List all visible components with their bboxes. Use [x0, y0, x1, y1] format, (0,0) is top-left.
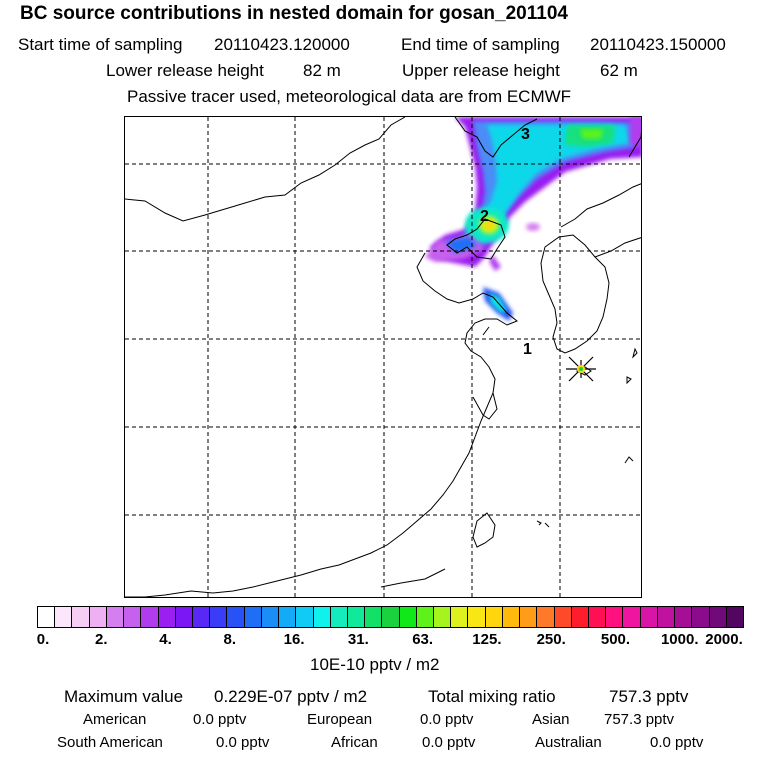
total-mixing-label: Total mixing ratio: [428, 687, 556, 706]
colorbar-tick-label: 2.: [95, 631, 108, 648]
colorbar-segment: [656, 607, 675, 627]
total-mixing-value: 757.3 pptv: [609, 687, 689, 706]
end-time-value: 20110423.150000: [590, 35, 726, 54]
station-star-marker: [566, 356, 596, 382]
upper-release-label: Upper release height: [402, 61, 560, 80]
max-value-label: Maximum value: [64, 687, 184, 706]
region-name-south-american: South American: [57, 734, 163, 751]
colorbar-segment: [519, 607, 537, 627]
colorbar-tick-label: 500.: [600, 631, 631, 648]
marker-label-2: 2: [480, 208, 489, 225]
colorbar-tick-label: 125.: [472, 631, 502, 648]
colorbar-segment: [708, 607, 726, 627]
map-canvas: 1 2 3: [125, 117, 641, 597]
region-value-asian: 757.3 pptv: [604, 711, 675, 728]
colorbar-segment: [398, 607, 416, 627]
colorbar-segment: [346, 607, 365, 627]
lower-release-label: Lower release height: [106, 61, 264, 80]
colorbar-segment: [71, 607, 89, 627]
lat-lon-grid: [125, 117, 641, 597]
colorbar-segment: [467, 607, 485, 627]
start-time-label: Start time of sampling: [18, 35, 183, 54]
colorbar-segment: [157, 607, 175, 627]
colorbar-tick-label: 31.: [347, 631, 369, 648]
colorbar-segment: [725, 607, 743, 627]
max-value: 0.229E-07 pptv / m2: [214, 687, 368, 706]
colorbar-segment: [433, 607, 451, 627]
region-name-european: European: [307, 711, 373, 728]
colorbar-segment: [674, 607, 692, 627]
colorbar-tick-label: 4.: [159, 631, 172, 648]
colorbar-segment: [312, 607, 330, 627]
colorbar-tick-label: 16.: [283, 631, 305, 648]
colorbar-segment: [191, 607, 210, 627]
colorbar-segment: [123, 607, 141, 627]
upper-release-value: 62 m: [600, 61, 638, 80]
region-value-european: 0.0 pptv: [420, 711, 474, 728]
colorbar-segment: [364, 607, 382, 627]
colorbar-segment: [415, 607, 434, 627]
colorbar-segment: [501, 607, 520, 627]
colorbar-segment: [209, 607, 227, 627]
colorbar-segment: [570, 607, 588, 627]
colorbar-segment: [38, 607, 55, 627]
colorbar-segment: [553, 607, 571, 627]
marker-label-1: 1: [523, 341, 532, 358]
colorbar-segment: [54, 607, 72, 627]
colorbar-segment: [381, 607, 399, 627]
region-name-american: American: [83, 711, 147, 728]
region-value-south-american: 0.0 pptv: [216, 734, 270, 751]
region-name-australian: Australian: [535, 734, 602, 751]
map-panel: 1 2 3: [124, 116, 642, 598]
region-value-american: 0.0 pptv: [193, 711, 247, 728]
colorbar-segment: [295, 607, 313, 627]
colorbar-segment: [329, 607, 347, 627]
region-value-african: 0.0 pptv: [422, 734, 476, 751]
colorbar-segment: [260, 607, 279, 627]
colorbar-segment: [450, 607, 468, 627]
colorbar-segment: [639, 607, 657, 627]
region-name-asian: Asian: [532, 711, 570, 728]
lower-release-value: 82 m: [303, 61, 341, 80]
end-time-label: End time of sampling: [401, 35, 560, 54]
colorbar-segment: [88, 607, 106, 627]
colorbar-segment: [140, 607, 158, 627]
colorbar-tick-label: 0.: [36, 631, 50, 648]
colorbar-segment: [588, 607, 606, 627]
colorbar-tick-label: 1000.: [660, 631, 699, 648]
colorbar-segment: [278, 607, 296, 627]
colorbar-tick-label: 250.: [536, 631, 566, 648]
colorbar-segment: [105, 607, 124, 627]
region-value-australian: 0.0 pptv: [650, 734, 704, 751]
colorbar-segment: [174, 607, 192, 627]
colorbar: [37, 606, 744, 628]
start-time-value: 20110423.120000: [214, 35, 350, 54]
colorbar-segment: [536, 607, 554, 627]
marker-label-3: 3: [521, 126, 530, 143]
colorbar-segment: [243, 607, 261, 627]
tracer-plume: [425, 117, 641, 321]
colorbar-segment: [484, 607, 502, 627]
colorbar-unit: 10E-10 pptv / m2: [310, 655, 440, 674]
tracer-note: Passive tracer used, meteorological data…: [127, 87, 572, 106]
coastlines: [125, 117, 641, 597]
page-title: BC source contributions in nested domain…: [20, 3, 568, 24]
colorbar-tick-label: 8.: [223, 631, 237, 648]
colorbar-segment: [691, 607, 709, 627]
colorbar-segment: [622, 607, 640, 627]
colorbar-tick-label: 2000.: [705, 631, 743, 648]
colorbar-segment: [226, 607, 244, 627]
colorbar-segment: [605, 607, 623, 627]
colorbar-tick-label: 63.: [412, 631, 434, 648]
region-name-african: African: [331, 734, 378, 751]
